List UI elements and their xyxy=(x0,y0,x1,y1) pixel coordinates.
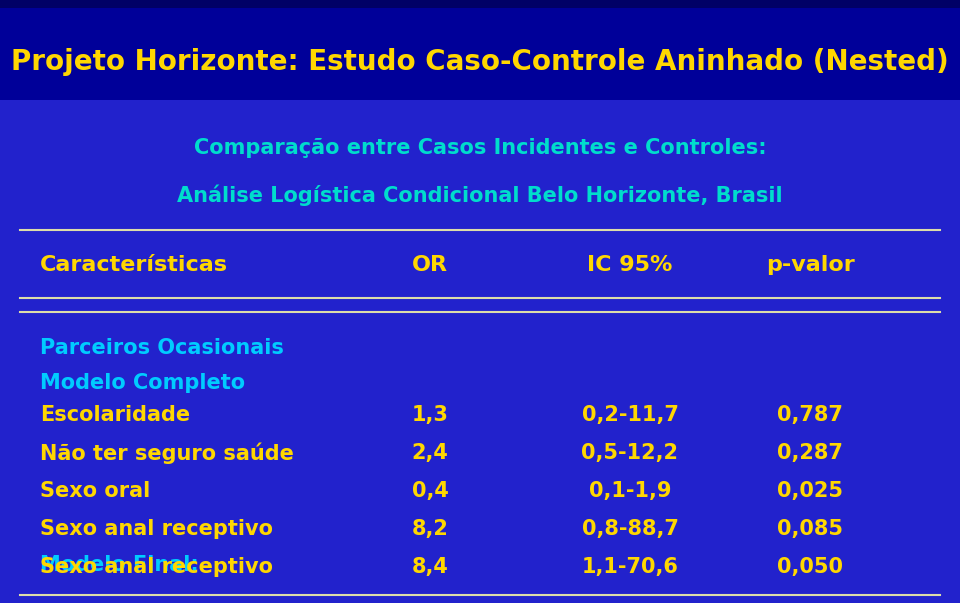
Text: Sexo anal receptivo: Sexo anal receptivo xyxy=(40,519,273,539)
Text: 1,3: 1,3 xyxy=(412,405,448,425)
Text: 8,2: 8,2 xyxy=(412,519,448,539)
Text: 0,1-1,9: 0,1-1,9 xyxy=(588,481,671,501)
Text: OR: OR xyxy=(412,255,448,275)
Text: 0,2-11,7: 0,2-11,7 xyxy=(582,405,679,425)
Text: Modelo Final:: Modelo Final: xyxy=(40,555,199,575)
Text: Análise Logística Condicional Belo Horizonte, Brasil: Análise Logística Condicional Belo Horiz… xyxy=(178,185,782,206)
Text: Modelo Completo: Modelo Completo xyxy=(40,373,245,393)
Text: Sexo anal receptivo: Sexo anal receptivo xyxy=(40,557,273,577)
Text: 2,4: 2,4 xyxy=(412,443,448,463)
Text: Parceiros Ocasionais: Parceiros Ocasionais xyxy=(40,338,284,358)
Text: Comparação entre Casos Incidentes e Controles:: Comparação entre Casos Incidentes e Cont… xyxy=(194,138,766,158)
Bar xyxy=(0,0,960,100)
Text: Escolaridade: Escolaridade xyxy=(40,405,190,425)
Text: 0,5-12,2: 0,5-12,2 xyxy=(582,443,679,463)
Text: 0,787: 0,787 xyxy=(777,405,843,425)
Text: 0,085: 0,085 xyxy=(777,519,843,539)
Text: 0,4: 0,4 xyxy=(412,481,448,501)
Text: IC 95%: IC 95% xyxy=(588,255,673,275)
Text: 0,025: 0,025 xyxy=(777,481,843,501)
Text: 0,287: 0,287 xyxy=(777,443,843,463)
Bar xyxy=(0,0,960,8)
Text: 8,4: 8,4 xyxy=(412,557,448,577)
Text: 0,050: 0,050 xyxy=(777,557,843,577)
Text: Características: Características xyxy=(40,255,228,275)
Text: Não ter seguro saúde: Não ter seguro saúde xyxy=(40,442,294,464)
Text: 0,8-88,7: 0,8-88,7 xyxy=(582,519,679,539)
Text: Sexo oral: Sexo oral xyxy=(40,481,151,501)
Text: 1,1-70,6: 1,1-70,6 xyxy=(582,557,679,577)
Text: Projeto Horizonte: Estudo Caso-Controle Aninhado (Nested): Projeto Horizonte: Estudo Caso-Controle … xyxy=(12,48,948,76)
Text: p-valor: p-valor xyxy=(766,255,854,275)
